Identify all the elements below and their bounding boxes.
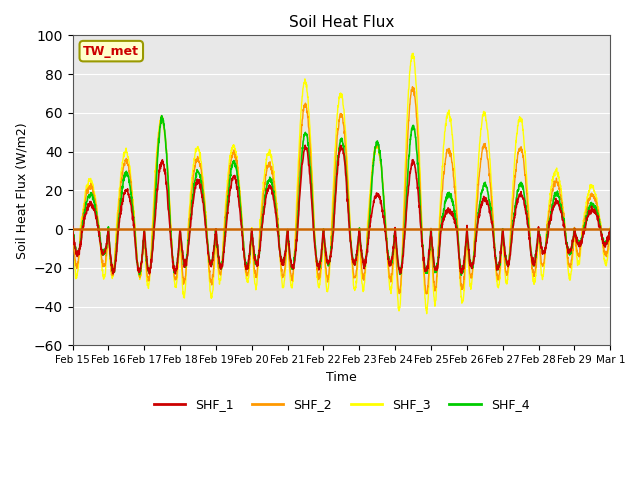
Title: Soil Heat Flux: Soil Heat Flux	[289, 15, 394, 30]
SHF_1	[369, 204, 377, 209]
Y-axis label: Soil Heat Flux (W/m2): Soil Heat Flux (W/m2)	[15, 122, 28, 259]
SHF_3	[574, 262, 582, 267]
SHF_1	[301, 143, 309, 148]
Line: SHF_2: SHF_2	[72, 87, 611, 294]
SHF_1	[607, 228, 614, 234]
SHF_3	[369, 163, 376, 169]
SHF_3	[607, 225, 614, 230]
SHF_2	[219, 253, 227, 259]
SHF_4	[158, 113, 166, 119]
SHF_1	[498, 235, 506, 240]
SHF_1	[68, 224, 76, 229]
SHF_3	[68, 225, 76, 230]
SHF_1	[574, 240, 582, 246]
Text: TW_met: TW_met	[83, 45, 140, 58]
SHF_2	[498, 238, 506, 243]
SHF_4	[607, 227, 614, 232]
SHF_3	[498, 241, 506, 247]
SHF_4	[68, 227, 76, 232]
SHF_4	[498, 236, 506, 242]
SHF_3	[219, 253, 227, 259]
Legend: SHF_1, SHF_2, SHF_3, SHF_4: SHF_1, SHF_2, SHF_3, SHF_4	[148, 394, 534, 417]
SHF_4	[458, 272, 465, 278]
SHF_4	[559, 216, 567, 222]
SHF_2	[357, 251, 365, 257]
SHF_2	[607, 227, 614, 232]
SHF_3	[409, 50, 417, 56]
SHF_4	[574, 240, 582, 246]
X-axis label: Time: Time	[326, 371, 356, 384]
Line: SHF_1: SHF_1	[72, 145, 611, 274]
SHF_1	[357, 248, 365, 254]
SHF_1	[146, 271, 154, 277]
SHF_3	[559, 209, 567, 215]
SHF_2	[409, 84, 417, 90]
SHF_4	[219, 260, 227, 265]
SHF_1	[219, 262, 227, 268]
SHF_2	[574, 253, 582, 259]
SHF_3	[423, 311, 431, 316]
SHF_3	[357, 259, 365, 265]
SHF_2	[369, 170, 376, 176]
SHF_2	[68, 225, 76, 230]
SHF_1	[559, 217, 567, 223]
SHF_4	[357, 243, 365, 249]
Line: SHF_4: SHF_4	[72, 116, 611, 275]
SHF_2	[423, 291, 431, 297]
SHF_4	[369, 170, 376, 176]
Line: SHF_3: SHF_3	[72, 53, 611, 313]
SHF_2	[559, 212, 567, 217]
